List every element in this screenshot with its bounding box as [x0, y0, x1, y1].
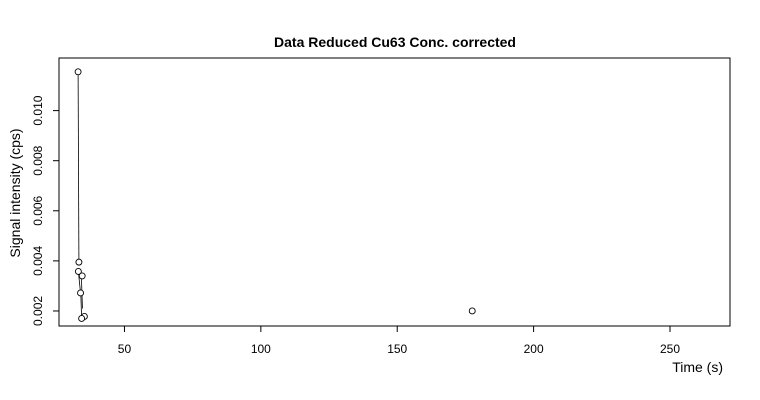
x-tick-label: 250 [660, 342, 680, 356]
x-axis-label: Time (s) [672, 359, 723, 375]
data-point [74, 68, 82, 76]
data-point [468, 307, 476, 315]
y-tick-label: 0.002 [31, 296, 45, 326]
y-tick-label: 0.010 [31, 95, 45, 125]
series-line-segment [77, 271, 81, 293]
data-point [77, 289, 84, 297]
series-line-segment [80, 293, 83, 319]
y-tick-label: 0.006 [31, 195, 45, 225]
data-point [75, 258, 83, 266]
x-axis: 50 100 150 200 250 [118, 326, 680, 356]
x-tick-label: 150 [387, 342, 407, 356]
data-point [78, 315, 86, 322]
y-tick-label: 0.008 [31, 145, 45, 175]
series-line-segment [77, 71, 80, 263]
y-axis: 0.002 0.004 0.006 0.008 0.010 [31, 95, 59, 326]
y-tick-label: 0.004 [31, 246, 45, 276]
y-axis-label: Signal intensity (cps) [7, 128, 23, 257]
chart-title: Data Reduced Cu63 Conc. corrected [274, 34, 516, 50]
data-point [74, 267, 82, 275]
data-series [74, 68, 476, 322]
x-tick-label: 200 [524, 342, 544, 356]
data-point [78, 272, 86, 280]
x-tick-label: 50 [118, 342, 132, 356]
x-tick-label: 100 [251, 342, 271, 356]
plot-frame [58, 57, 731, 327]
